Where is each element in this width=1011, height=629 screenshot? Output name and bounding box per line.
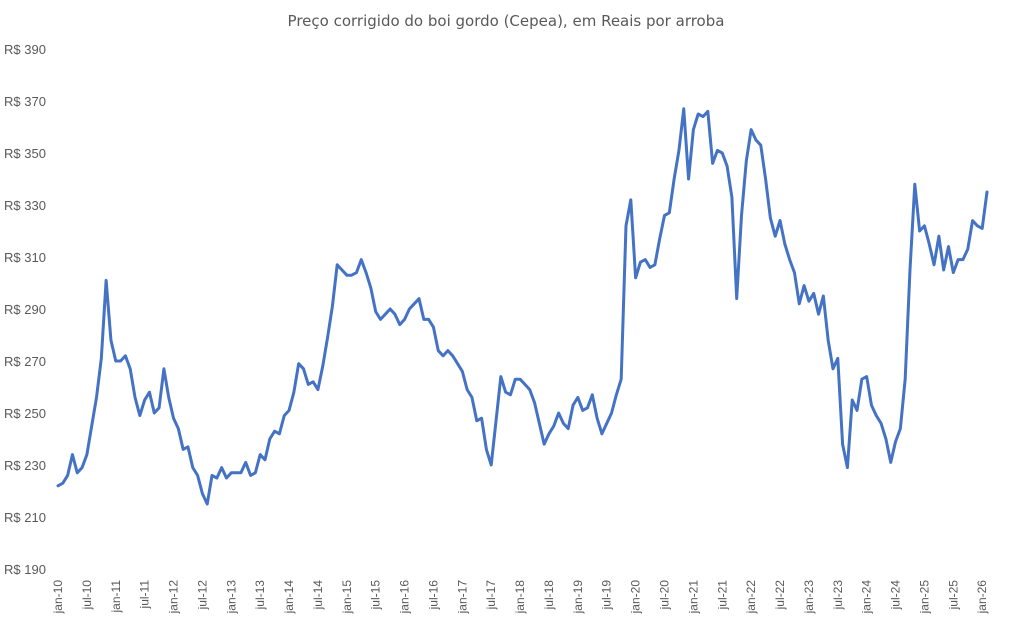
- x-tick-label: jan-21: [686, 580, 700, 615]
- y-tick-label: R$ 330: [4, 198, 46, 213]
- x-tick-label: jan-10: [51, 580, 65, 615]
- y-axis: R$ 190 R$ 210 R$ 230 R$ 250 R$ 270 R$ 290 R$ 3…: [4, 42, 46, 577]
- x-tick-label: jul-10: [80, 580, 94, 611]
- x-tick-label: jan-13: [224, 580, 238, 615]
- x-tick-label: jul-20: [657, 580, 671, 611]
- x-tick-label: jan-15: [340, 580, 354, 615]
- y-tick-label: R$ 290: [4, 302, 46, 317]
- x-tick-label: jan-16: [398, 580, 412, 615]
- x-tick-label: jul-24: [889, 580, 903, 611]
- x-tick-label: jan-25: [917, 580, 931, 615]
- x-tick-label: jul-23: [831, 580, 845, 611]
- x-tick-label: jan-12: [167, 580, 181, 615]
- x-tick-label: jul-12: [195, 580, 209, 611]
- y-tick-label: R$ 250: [4, 406, 46, 421]
- x-tick-label: jan-14: [282, 580, 296, 615]
- x-tick-label: jul-16: [426, 580, 440, 611]
- y-tick-label: R$ 230: [4, 458, 46, 473]
- x-axis: jan-10 jul-10 jan-11 jul-11 jan-12 jul-12 jan-…: [51, 580, 989, 615]
- x-tick-label: jan-19: [571, 580, 585, 615]
- x-tick-label: jan-11: [109, 580, 123, 614]
- x-tick-label: jul-13: [253, 580, 267, 611]
- series-line: [56, 107, 989, 506]
- x-tick-label: jul-14: [311, 580, 325, 611]
- x-tick-label: jul-22: [773, 580, 787, 611]
- x-tick-label: jul-21: [715, 580, 729, 611]
- x-tick-label: jan-17: [455, 580, 469, 615]
- x-tick-label: jul-17: [484, 580, 498, 611]
- x-tick-label: jan-22: [744, 580, 758, 615]
- x-tick-label: jan-20: [629, 580, 643, 615]
- x-tick-label: jul-18: [542, 580, 556, 611]
- x-tick-label: jul-11: [138, 580, 152, 610]
- chart-title: Preço corrigido do boi gordo (Cepea), em…: [288, 12, 725, 30]
- x-tick-label: jul-25: [946, 580, 960, 611]
- y-tick-label: R$ 390: [4, 42, 46, 57]
- series-group: [56, 107, 989, 506]
- x-tick-label: jan-24: [860, 580, 874, 615]
- y-tick-label: R$ 310: [4, 250, 46, 265]
- y-tick-label: R$ 270: [4, 354, 46, 369]
- x-tick-label: jan-26: [975, 580, 989, 615]
- y-tick-label: R$ 370: [4, 94, 46, 109]
- x-tick-label: jul-15: [369, 580, 383, 611]
- y-tick-label: R$ 210: [4, 510, 46, 525]
- x-tick-label: jan-18: [513, 580, 527, 615]
- x-tick-label: jul-19: [600, 580, 614, 611]
- y-tick-label: R$ 350: [4, 146, 46, 161]
- x-tick-label: jan-23: [802, 580, 816, 615]
- y-tick-label: R$ 190: [4, 562, 46, 577]
